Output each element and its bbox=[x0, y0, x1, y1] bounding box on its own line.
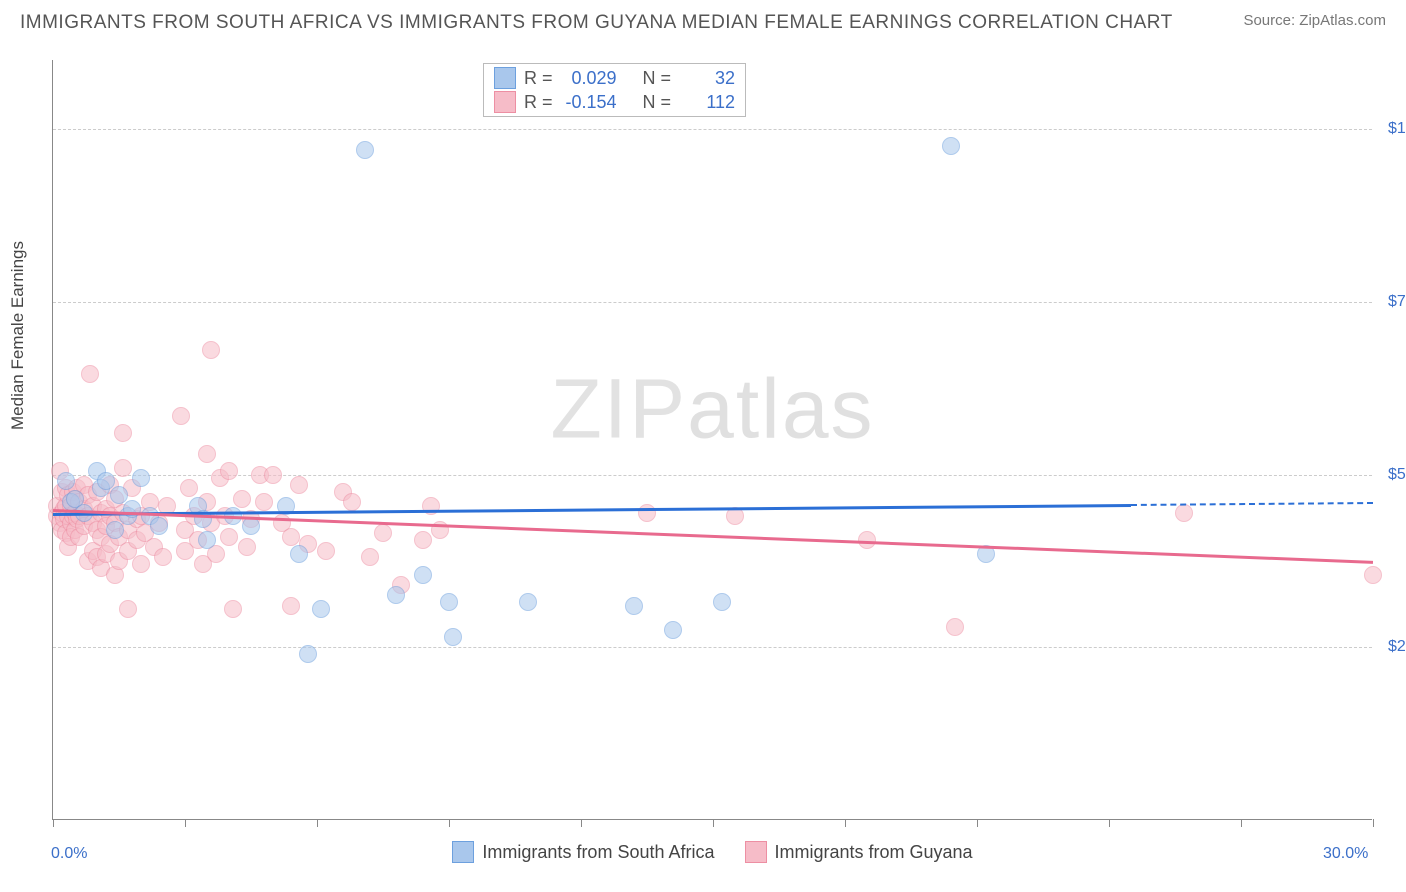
swatch-series-2 bbox=[745, 841, 767, 863]
n-value-2: 112 bbox=[679, 92, 735, 113]
r-label: R = bbox=[524, 68, 553, 89]
n-label: N = bbox=[643, 92, 672, 113]
x-tick bbox=[1109, 819, 1110, 827]
data-point bbox=[238, 538, 256, 556]
swatch-series-2 bbox=[494, 91, 516, 113]
data-point bbox=[290, 545, 308, 563]
correlation-legend: R = 0.029 N = 32 R = -0.154 N = 112 bbox=[483, 63, 746, 117]
data-point bbox=[224, 600, 242, 618]
data-point bbox=[299, 645, 317, 663]
n-label: N = bbox=[643, 68, 672, 89]
watermark: ZIPatlas bbox=[550, 361, 874, 458]
source-label: Source: ZipAtlas.com bbox=[1243, 12, 1386, 29]
data-point bbox=[414, 531, 432, 549]
legend-label-2: Immigrants from Guyana bbox=[775, 842, 973, 863]
data-point bbox=[132, 469, 150, 487]
legend-item-2: Immigrants from Guyana bbox=[745, 841, 973, 863]
data-point bbox=[282, 597, 300, 615]
r-label: R = bbox=[524, 92, 553, 113]
trend-line bbox=[53, 509, 1373, 563]
data-point bbox=[1175, 504, 1193, 522]
data-point bbox=[361, 548, 379, 566]
x-tick bbox=[1241, 819, 1242, 827]
data-point bbox=[942, 137, 960, 155]
chart-title: IMMIGRANTS FROM SOUTH AFRICA VS IMMIGRAN… bbox=[20, 12, 1173, 34]
trend-line bbox=[1131, 502, 1373, 506]
data-point bbox=[317, 542, 335, 560]
x-tick bbox=[581, 819, 582, 827]
n-value-1: 32 bbox=[679, 68, 735, 89]
data-point bbox=[638, 504, 656, 522]
x-tick-label: 30.0% bbox=[1323, 845, 1368, 863]
legend-item-1: Immigrants from South Africa bbox=[452, 841, 714, 863]
x-tick bbox=[53, 819, 54, 827]
data-point bbox=[1364, 566, 1382, 584]
data-point bbox=[414, 566, 432, 584]
gridline bbox=[53, 647, 1372, 648]
scatter-chart: ZIPatlas R = 0.029 N = 32 R = -0.154 N =… bbox=[52, 60, 1372, 820]
data-point bbox=[946, 618, 964, 636]
legend-row-series-1: R = 0.029 N = 32 bbox=[490, 66, 739, 90]
data-point bbox=[220, 528, 238, 546]
data-point bbox=[343, 493, 361, 511]
data-point bbox=[233, 490, 251, 508]
data-point bbox=[202, 341, 220, 359]
data-point bbox=[198, 445, 216, 463]
x-tick-label: 0.0% bbox=[51, 845, 87, 863]
data-point bbox=[198, 531, 216, 549]
data-point bbox=[123, 500, 141, 518]
data-point bbox=[282, 528, 300, 546]
data-point bbox=[172, 407, 190, 425]
y-tick-label: $50,000 bbox=[1378, 466, 1406, 484]
data-point bbox=[664, 621, 682, 639]
data-point bbox=[180, 479, 198, 497]
data-point bbox=[119, 600, 137, 618]
y-tick-label: $100,000 bbox=[1378, 120, 1406, 138]
x-tick bbox=[449, 819, 450, 827]
swatch-series-1 bbox=[494, 67, 516, 89]
data-point bbox=[57, 472, 75, 490]
x-tick bbox=[1373, 819, 1374, 827]
data-point bbox=[220, 462, 238, 480]
data-point bbox=[132, 555, 150, 573]
data-point bbox=[242, 517, 260, 535]
data-point bbox=[106, 521, 124, 539]
data-point bbox=[264, 466, 282, 484]
data-point bbox=[444, 628, 462, 646]
data-point bbox=[356, 141, 374, 159]
x-tick bbox=[713, 819, 714, 827]
data-point bbox=[114, 459, 132, 477]
x-tick bbox=[845, 819, 846, 827]
data-point bbox=[255, 493, 273, 511]
swatch-series-1 bbox=[452, 841, 474, 863]
data-point bbox=[150, 517, 168, 535]
x-tick bbox=[977, 819, 978, 827]
data-point bbox=[81, 365, 99, 383]
data-point bbox=[625, 597, 643, 615]
r-value-2: -0.154 bbox=[561, 92, 617, 113]
data-point bbox=[114, 424, 132, 442]
data-point bbox=[290, 476, 308, 494]
y-tick-label: $75,000 bbox=[1378, 293, 1406, 311]
r-value-1: 0.029 bbox=[561, 68, 617, 89]
gridline bbox=[53, 302, 1372, 303]
data-point bbox=[312, 600, 330, 618]
legend-row-series-2: R = -0.154 N = 112 bbox=[490, 90, 739, 114]
data-point bbox=[713, 593, 731, 611]
legend-label-1: Immigrants from South Africa bbox=[482, 842, 714, 863]
data-point bbox=[154, 548, 172, 566]
data-point bbox=[387, 586, 405, 604]
data-point bbox=[374, 524, 392, 542]
series-legend: Immigrants from South Africa Immigrants … bbox=[53, 841, 1372, 863]
y-tick-label: $25,000 bbox=[1378, 638, 1406, 656]
data-point bbox=[440, 593, 458, 611]
y-axis-title: Median Female Earnings bbox=[8, 241, 28, 430]
gridline bbox=[53, 129, 1372, 130]
data-point bbox=[519, 593, 537, 611]
x-tick bbox=[317, 819, 318, 827]
x-tick bbox=[185, 819, 186, 827]
